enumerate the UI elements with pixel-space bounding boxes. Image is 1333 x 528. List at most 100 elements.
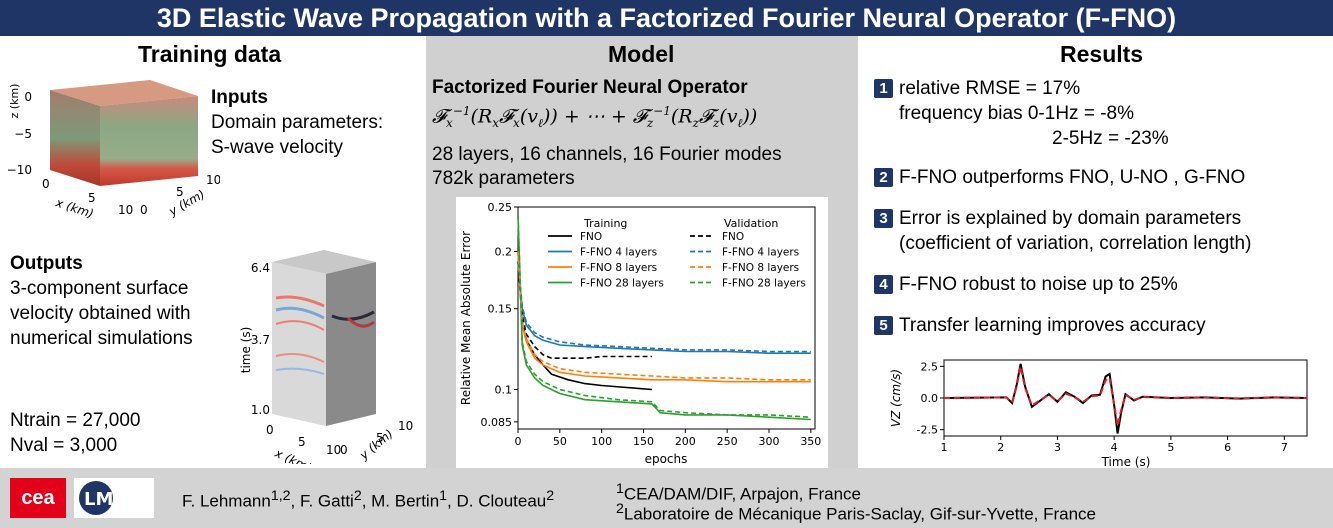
x-tick: 5 <box>88 191 96 205</box>
x-tick-label: 4 <box>1111 441 1118 454</box>
outputs-line: velocity obtained with <box>10 303 191 324</box>
result-text: F-FNO outperforms FNO, U-NO , G-FNO <box>899 167 1246 188</box>
series-line-validation-7 <box>517 215 811 418</box>
authors: F. Lehmann1,2, F. Gatti2, M. Bertin1, D.… <box>182 488 554 512</box>
z-tick: 0 <box>24 90 32 104</box>
y-tick-label: -2.5 <box>917 424 938 437</box>
x-tick-label: 6 <box>1224 441 1231 454</box>
cube2-top-face <box>272 250 376 274</box>
nval-text: Nval = 3,000 <box>10 435 118 456</box>
inputs-title: Inputs <box>211 87 268 108</box>
model-config-line: 28 layers, 16 channels, 16 Fourier modes <box>432 144 782 165</box>
results-heading: Results <box>1060 41 1144 67</box>
y-tick-label: 0.25 <box>488 201 513 214</box>
x-axis-label: Time (s) <box>1101 455 1151 468</box>
legend: Training Validation FNO F-FNO 4 layers F-F… <box>548 217 806 290</box>
legend-label: F-FNO 28 layers <box>580 278 664 290</box>
y-tick-label: 0.2 <box>495 245 513 258</box>
lmps-logo-text: LMPS <box>84 489 140 510</box>
time-tick: 3.7 <box>251 333 270 347</box>
inputs-line: Domain parameters: <box>211 112 384 133</box>
model-subtitle: Factorized Fourier Neural Operator <box>432 77 748 98</box>
wave-stripe <box>275 367 325 375</box>
result-item-4: 4 F-FNO robust to noise up to 25% <box>874 273 1178 296</box>
output-cube-figure: time (s) 6.4 3.7 1.0 0 5 10 x (km) 0 5 1… <box>239 250 413 464</box>
series-line-training-3 <box>517 215 811 421</box>
legend-training-title: Training <box>583 217 627 230</box>
wave-stripe <box>275 320 325 331</box>
y-axis-label: Relative Mean Absolute Error <box>459 231 473 405</box>
wave-stripe <box>331 310 375 321</box>
wave-stripe <box>275 306 325 320</box>
y-tick-label: 2.5 <box>921 360 939 373</box>
legend-label: F-FNO 8 layers <box>580 262 657 274</box>
result-number: 5 <box>874 316 893 335</box>
model-params-line: 782k parameters <box>432 168 575 189</box>
time-tick: 1.0 <box>251 403 270 417</box>
cube2-left-face <box>272 262 326 426</box>
x-tick-label: 150 <box>633 435 654 448</box>
author-affil: 2 <box>546 488 555 504</box>
wave-stripe <box>275 295 325 308</box>
result-number: 3 <box>874 209 893 228</box>
x-tick-label: 350 <box>800 435 821 448</box>
result-item-1-line2: frequency bias 0-1Hz = -8% <box>899 103 1134 124</box>
legend-label: F-FNO 28 layers <box>722 278 806 290</box>
result-item-2: 2 F-FNO outperforms FNO, U-NO , G-FNO <box>874 166 1245 189</box>
series-line-validation-6 <box>517 251 811 381</box>
affiliation-1: 1CEA/DAM/DIF, Arpajon, France <box>616 481 861 505</box>
result-number: 4 <box>874 275 893 294</box>
wave-stripe <box>275 353 325 363</box>
legend-label: FNO <box>580 231 602 243</box>
author-name: , D. Clouteau <box>447 491 547 511</box>
inputs-line: S-wave velocity <box>211 137 343 158</box>
legend-label: F-FNO 4 layers <box>580 247 657 259</box>
series-line-validation-4 <box>517 261 652 359</box>
time-axis-label: time (s) <box>239 327 253 374</box>
x-tick-label: 7 <box>1281 441 1288 454</box>
training-heading: Training data <box>138 41 282 67</box>
legend-label: F-FNO 4 layers <box>722 247 799 259</box>
plot-frame <box>517 206 816 430</box>
author-name: F. Lehmann <box>182 491 271 511</box>
series-line-training-1 <box>517 261 811 354</box>
author-name: , F. Gatti <box>290 491 354 511</box>
affiliation-2: 2Laboratoire de Mécanique Paris-Saclay, … <box>616 501 1096 525</box>
y-tick: 5 <box>376 431 384 445</box>
author-affil: 1 <box>439 488 448 504</box>
seismogram-prediction <box>943 366 1308 427</box>
legend-label: F-FNO 8 layers <box>722 262 799 274</box>
x-tick-label: 5 <box>1167 441 1174 454</box>
legend-label: FNO <box>722 231 744 243</box>
z-tick: −5 <box>14 127 32 141</box>
x-tick-label: 250 <box>717 435 738 448</box>
x-tick: 0 <box>42 177 50 191</box>
result-item-1-line3: 2-5Hz = -23% <box>1052 128 1169 149</box>
x-tick: 0 <box>266 423 274 437</box>
y-tick: 10 <box>398 419 413 433</box>
x-tick-label: 50 <box>553 435 567 448</box>
x-axis-label: x (km) <box>272 446 314 464</box>
author-affil: 1,2 <box>270 488 291 504</box>
cube2-right-face <box>326 262 376 426</box>
y-tick: 5 <box>176 185 184 199</box>
input-cube-figure: z (km) 0 −5 −10 0 5 10 x (km) 0 5 10 y (… <box>7 80 220 221</box>
y-tick: 0 <box>340 443 348 457</box>
x-tick-label: 300 <box>758 435 779 448</box>
outputs-title: Outputs <box>10 253 83 274</box>
x-axis-label: epochs <box>645 452 688 466</box>
result-item-1: 1 relative RMSE = 17% <box>874 77 1080 100</box>
z-axis-label: z (km) <box>8 84 21 119</box>
affil-text: Laboratoire de Mécanique Paris-Saclay, G… <box>623 504 1096 524</box>
footer <box>0 468 1333 528</box>
result-item-5: 5 Transfer learning improves accuracy <box>874 314 1206 337</box>
z-tick: −10 <box>7 163 32 177</box>
y-tick-label: 0.085 <box>481 416 513 429</box>
result-item-3: 3 Error is explained by domain parameters <box>874 207 1241 230</box>
y-tick: 0 <box>140 203 148 217</box>
seismogram-chart: 1 2 3 4 5 6 7 2.5 0.0 -2.5 Time (s) VZ (cm/s) <box>889 359 1308 468</box>
outputs-line: 3-component surface <box>10 278 189 299</box>
y-tick-label: 0.1 <box>495 383 513 396</box>
affil-text: CEA/DAM/DIF, Arpajon, France <box>623 484 862 504</box>
result-text: Transfer learning improves accuracy <box>899 315 1206 336</box>
